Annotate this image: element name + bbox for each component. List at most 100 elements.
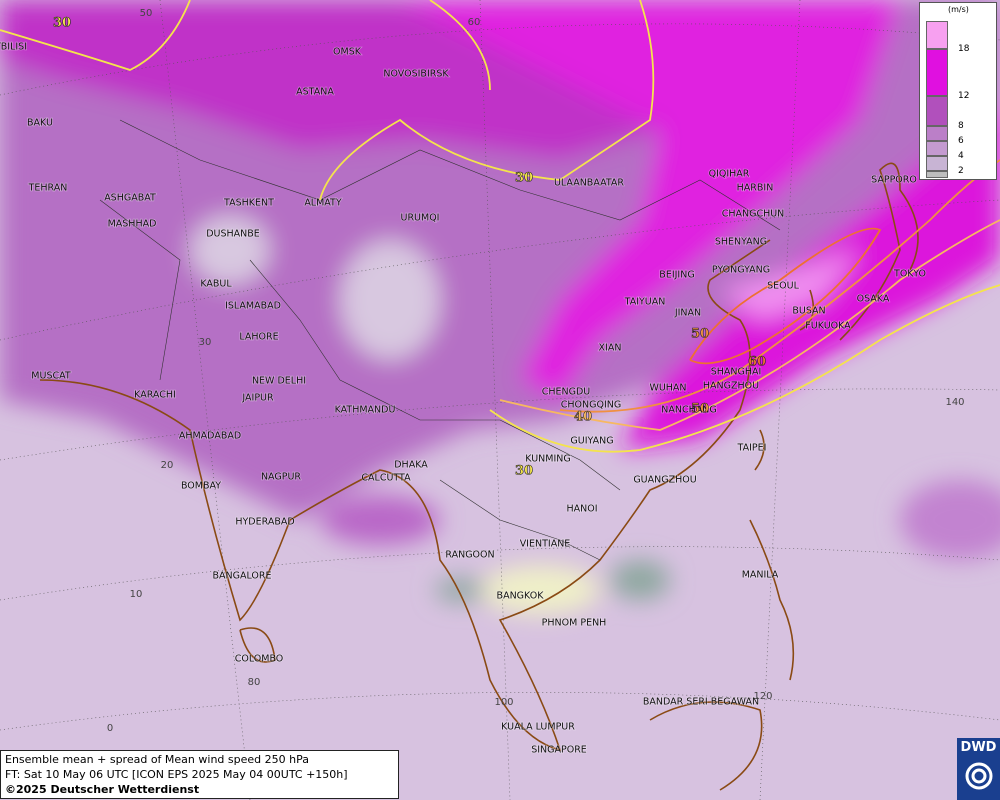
city-label: BUSAN [792, 306, 825, 317]
contour-label: 60 [748, 355, 766, 370]
city-label: TASHKENT [223, 198, 274, 209]
footer-line: ©2025 Deutscher Wetterdienst [5, 783, 200, 796]
city-label: SHANGHAI [711, 367, 762, 378]
contour-label: 30 [515, 464, 533, 479]
city-label: MUSCAT [31, 371, 71, 382]
legend-band [926, 171, 948, 178]
wind-field [0, 0, 1000, 615]
borders [99, 119, 781, 561]
city-label: AHMADABAD [179, 431, 241, 442]
city-label: NAGPUR [261, 472, 301, 483]
legend-tick: 8 [958, 121, 964, 131]
legend-band [926, 141, 948, 156]
graticule-label: 10 [130, 589, 143, 600]
city-label: ALMATY [304, 198, 342, 209]
graticule-label: 50 [140, 8, 153, 19]
city-label: KUALA LUMPUR [501, 722, 575, 733]
legend-tick: 6 [958, 136, 964, 146]
contour-label: 30 [515, 171, 533, 186]
footer-line: FT: Sat 10 May 06 UTC [ICON EPS 2025 May… [5, 768, 348, 781]
graticule-label: 140 [945, 397, 964, 408]
city-label: VIENTIANE [520, 539, 571, 550]
city-label: JINAN [674, 308, 701, 319]
city-label: BANGKOK [497, 591, 545, 602]
city-label: PYONGYANG [712, 265, 770, 276]
city-label: KARACHI [134, 390, 176, 401]
footer: Ensemble mean + spread of Mean wind spee… [0, 750, 399, 799]
contour-label: 40 [574, 410, 592, 425]
city-label: SHENYANG [715, 237, 767, 248]
city-label: BANGALORE [212, 571, 271, 582]
city-label: BAKU [27, 118, 53, 129]
footer-line: Ensemble mean + spread of Mean wind spee… [5, 753, 309, 766]
graticule-label: 60 [468, 17, 481, 28]
city-label: RANGOON [445, 550, 494, 561]
contour-label: 30 [53, 16, 71, 31]
contour-label: 50 [691, 327, 709, 342]
city-label: SAPPORO [871, 175, 917, 186]
city-label: CHANGCHUN [722, 209, 785, 220]
city-label: TAIYUAN [624, 297, 666, 308]
city-label: ULAANBAATAR [554, 178, 624, 189]
city-label: MANILA [742, 570, 779, 581]
graticule-label: 0 [107, 723, 113, 734]
city-label: BANDAR SERI BEGAWAN [643, 697, 759, 708]
city-label: SINGAPORE [531, 745, 587, 756]
city-label: OSAKA [857, 294, 890, 305]
city-label: KATHMANDU [335, 405, 396, 416]
coastlines [39, 162, 919, 791]
city-label: KUNMING [525, 454, 571, 465]
graticule-label: 20 [161, 460, 174, 471]
city-label: HYDERABAD [235, 517, 294, 528]
city-label: BOMBAY [181, 481, 221, 492]
legend-band [926, 156, 948, 171]
legend-tick: 12 [958, 91, 970, 101]
city-label: GUIYANG [570, 436, 613, 447]
legend-band [926, 126, 948, 141]
city-label: NOVOSIBIRSK [383, 69, 449, 80]
legend-tick: 4 [958, 151, 964, 161]
legend-band [926, 21, 948, 49]
city-label: TOKYO [893, 269, 926, 280]
city-label: NEW DELHI [252, 376, 306, 387]
city-label: CHENGDU [542, 387, 591, 398]
city-label: MASHHAD [108, 219, 157, 230]
logo-icon [965, 762, 992, 790]
city-label: ASTANA [296, 87, 334, 98]
logo: DWD [957, 738, 1000, 800]
city-label: HARBIN [737, 183, 774, 194]
city-label: FUKUOKA [805, 321, 851, 332]
legend-tick: 2 [958, 166, 964, 176]
city-label: HANOI [566, 504, 597, 515]
city-label: XIAN [599, 343, 622, 354]
city-label: DUSHANBE [206, 229, 260, 240]
city-label: QIQIHAR [709, 169, 750, 180]
city-label: LAHORE [239, 332, 278, 343]
city-label: KABUL [200, 279, 232, 290]
city-label: PHNOM PENH [542, 618, 607, 629]
legend-tick: 18 [958, 44, 970, 54]
logo-text: DWD [960, 740, 997, 755]
city-label: JAIPUR [241, 393, 274, 404]
city-label: BEIJING [659, 270, 694, 281]
city-label: ASHGABAT [104, 193, 156, 204]
legend-band [926, 49, 948, 96]
city-label: SEOUL [767, 281, 799, 292]
city-label: TBILISI [0, 42, 27, 53]
graticule-label: 100 [494, 697, 513, 708]
city-label: URUMQI [401, 213, 440, 224]
city-label: DHAKA [394, 460, 428, 471]
city-label: CALCUTTA [361, 473, 411, 484]
city-label: TAIPEI [737, 443, 767, 454]
city-label: WUHAN [649, 383, 686, 394]
city-label: CHONGQING [561, 400, 621, 411]
contour-label: 50 [691, 402, 709, 417]
city-label: HANGZHOU [703, 381, 759, 392]
city-label: NANCHANG [661, 405, 716, 416]
city-label: OMSK [333, 47, 362, 58]
city-label: COLOMBO [235, 654, 284, 665]
graticule-label: 80 [248, 677, 261, 688]
graticule-label: 30 [199, 337, 212, 348]
